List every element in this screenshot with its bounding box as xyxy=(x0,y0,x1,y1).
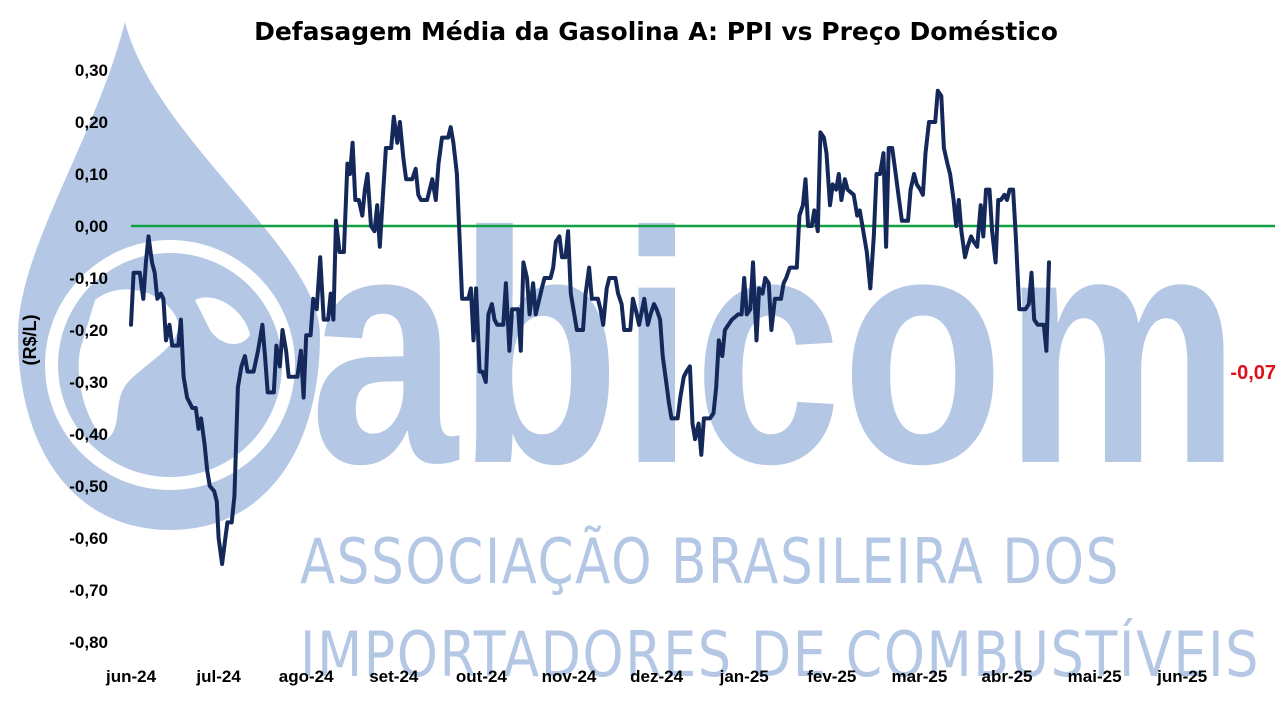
x-tick-label: mar-25 xyxy=(892,667,948,686)
x-tick-label: jan-25 xyxy=(719,667,769,686)
last-value-label: -0,07 xyxy=(1230,362,1276,384)
series-line xyxy=(129,88,1051,566)
x-tick-label: jun-25 xyxy=(1156,667,1207,686)
x-tick-label: jun-24 xyxy=(105,667,157,686)
y-tick-label: -0,80 xyxy=(69,633,108,652)
watermark-line-1: ASSOCIAÇÃO BRASILEIRA DOS xyxy=(300,525,1120,598)
y-tick-label: -0,10 xyxy=(69,269,108,288)
y-tick-label: -0,30 xyxy=(69,373,108,392)
x-tick-label: jul-24 xyxy=(195,667,241,686)
x-axis-ticks: jun-24 jul-24 ago-24 set-24 out-24 nov-24 dez-… xyxy=(105,667,1207,686)
watermark-logo-text: abicom xyxy=(310,163,1240,532)
y-axis-ticks: 0,30 0,20 0,10 0,00 -0,10 -0,20 -0,30 -0,40 -0,5… xyxy=(69,61,108,652)
x-tick-label: dez-24 xyxy=(630,667,683,686)
last-value-labels: -0,07 xyxy=(1230,362,1276,384)
y-tick-label: 0,00 xyxy=(75,217,108,236)
x-tick-label: fev-25 xyxy=(807,667,856,686)
x-tick-label: mai-25 xyxy=(1068,667,1122,686)
x-tick-label: ago-24 xyxy=(279,667,334,686)
y-tick-label: 0,30 xyxy=(75,61,108,80)
x-tick-label: nov-24 xyxy=(542,667,597,686)
watermark-line-2: IMPORTADORES DE COMBUSTÍVEIS xyxy=(300,618,1260,691)
y-tick-label: -0,70 xyxy=(69,581,108,600)
y-tick-label: -0,60 xyxy=(69,529,108,548)
y-tick-label: 0,20 xyxy=(75,113,108,132)
y-axis-label: (R$/L) xyxy=(20,315,40,366)
series-lines xyxy=(129,88,1051,566)
chart-title: Defasagem Média da Gasolina A: PPI vs Pr… xyxy=(254,17,1058,46)
x-tick-label: abr-25 xyxy=(981,667,1032,686)
y-tick-label: 0,10 xyxy=(75,165,108,184)
y-tick-label: -0,50 xyxy=(69,477,108,496)
x-tick-label: set-24 xyxy=(369,667,419,686)
y-tick-label: -0,40 xyxy=(69,425,108,444)
y-tick-label: -0,20 xyxy=(69,321,108,340)
x-tick-label: out-24 xyxy=(456,667,508,686)
abicom-watermark: abicom ASSOCIAÇÃO BRASILEIRA DOS IMPORTA… xyxy=(18,22,1260,691)
